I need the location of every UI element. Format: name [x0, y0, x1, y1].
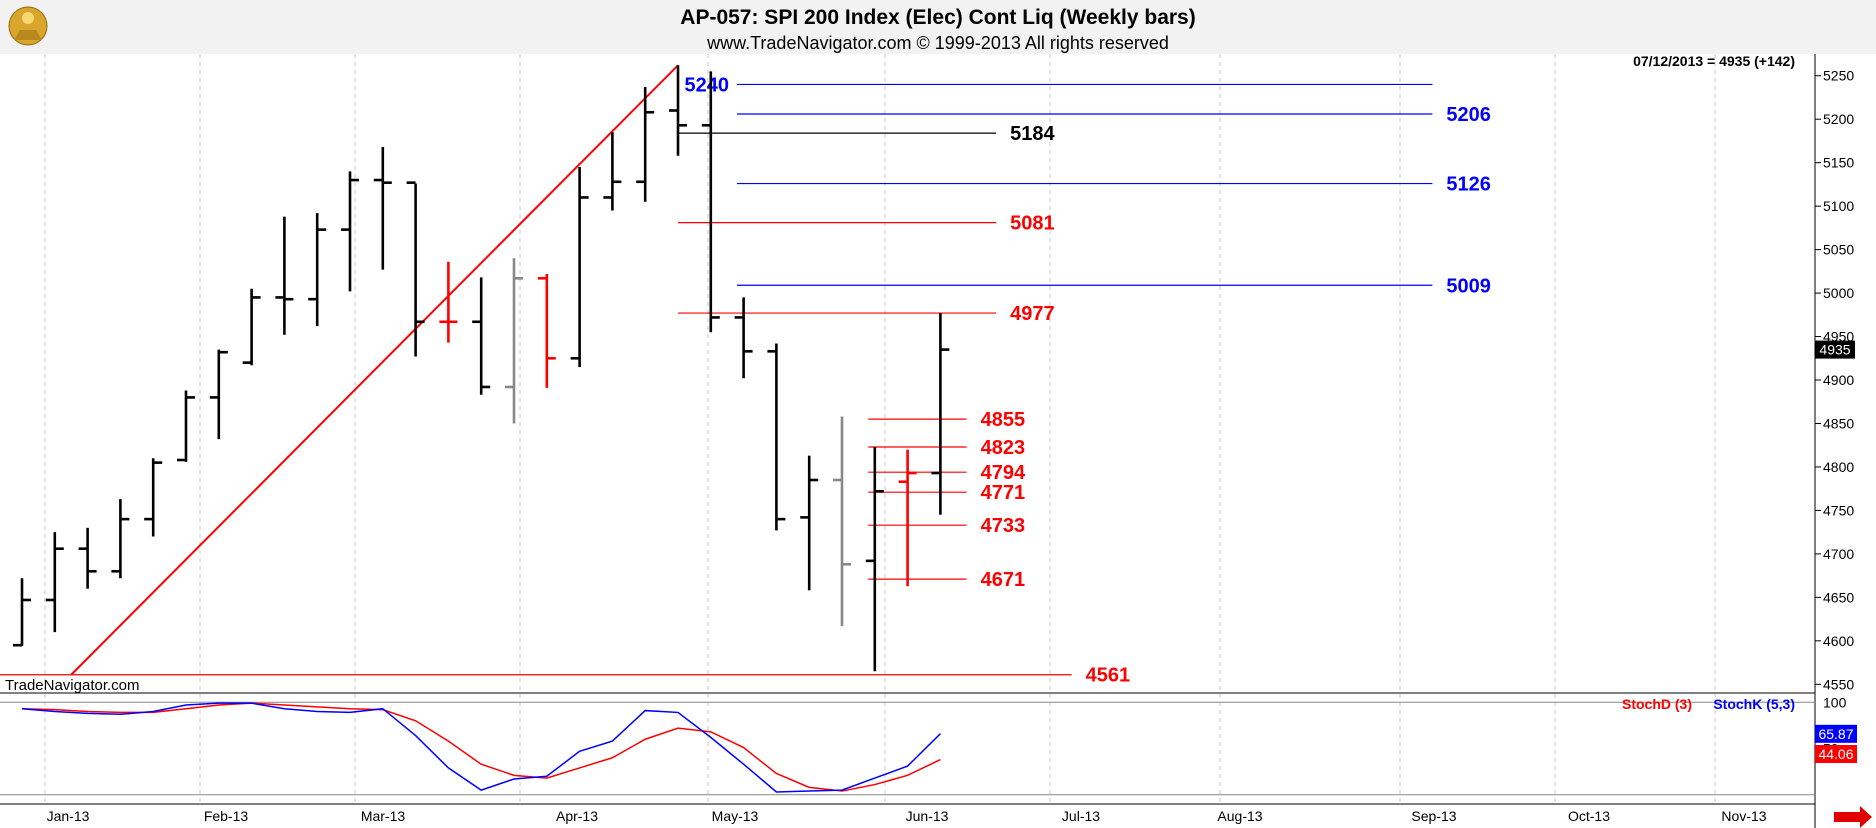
x-tick-label: Feb-13 — [204, 808, 249, 824]
stoch-d-badge — [1815, 744, 1857, 763]
ohlc-bar — [603, 132, 622, 211]
ohlc-bar — [78, 527, 97, 589]
ohlc-bar — [308, 213, 327, 327]
ohlc-bar — [144, 458, 163, 537]
y-tick-label: 5150 — [1823, 155, 1854, 171]
ohlc-bar — [406, 181, 425, 357]
x-tick-label: Mar-13 — [361, 808, 406, 824]
chart-title: AP-057: SPI 200 Index (Elec) Cont Liq (W… — [680, 6, 1195, 29]
level-label: 4671 — [981, 569, 1026, 591]
ohlc-bar — [111, 499, 130, 579]
ohlc-bar — [177, 390, 195, 462]
y-tick-label: 4650 — [1823, 589, 1854, 605]
y-tick-label: 4550 — [1823, 676, 1854, 692]
stoch-k-line — [21, 702, 941, 793]
price-axis: 4550 4600 4650 4700 4750 4800 4850 4900 4950 5000… — [1815, 68, 1854, 692]
ohlc-bar — [373, 147, 392, 270]
x-tick-label: Sep-13 — [1411, 808, 1456, 824]
header-background — [0, 0, 1876, 54]
ohlc-bar — [242, 288, 261, 366]
ohlc-bar — [341, 171, 359, 292]
ohlc-bar — [570, 167, 589, 367]
x-tick-label: Jan-13 — [47, 808, 90, 824]
y-tick-label: 5250 — [1823, 68, 1854, 84]
ohlc-bar — [636, 87, 655, 202]
ohlc-bar — [13, 578, 31, 647]
time-axis: Jan-13 Feb-13 Mar-13 Apr-13 May-13 Jun-13 Jul-… — [47, 808, 1767, 824]
y-tick-label: 4850 — [1823, 415, 1854, 431]
ohlc-bar — [537, 273, 556, 388]
y-tick-label: 5050 — [1823, 242, 1854, 258]
legend-stoch-d: StochD (3) — [1622, 696, 1692, 712]
stoch-k-value: 65.87 — [1818, 726, 1853, 742]
ohlc-bar — [865, 446, 884, 672]
y-tick-label: 5200 — [1823, 111, 1854, 127]
level-label: 5009 — [1446, 275, 1491, 297]
ohlc-bar — [701, 71, 720, 333]
level-label: 4733 — [981, 515, 1026, 537]
trendline-layer — [70, 64, 679, 676]
scroll-right-arrow-icon[interactable] — [1834, 806, 1872, 828]
level-label: 5240 — [685, 74, 730, 96]
x-tick-label: May-13 — [712, 808, 759, 824]
current-price-label: 4935 — [1819, 342, 1850, 358]
level-label: 4855 — [981, 409, 1026, 431]
y-tick-label: 4700 — [1823, 546, 1854, 562]
level-label: 5206 — [1446, 104, 1491, 126]
ohlc-bar — [800, 455, 819, 591]
ohlc-bar — [505, 258, 523, 424]
y-tick-label: 4950 — [1823, 329, 1854, 345]
y-tick-label: 5100 — [1823, 198, 1854, 214]
logo-icon — [8, 6, 48, 46]
ohlc-bar — [734, 297, 753, 379]
vertical-grid — [44, 54, 1716, 804]
level-label: 4771 — [981, 482, 1026, 504]
x-tick-label: Nov-13 — [1721, 808, 1766, 824]
level-lines: 5240 5206 5184 5126 5081 5009 4977 4855 4823 4794… — [0, 74, 1491, 687]
watermark-text: TradeNavigator.com — [5, 677, 140, 694]
ohlc-bar — [931, 313, 950, 515]
ohlc-bar — [833, 416, 851, 627]
ohlc-bar — [45, 532, 64, 633]
y-tick-label: 4750 — [1823, 502, 1854, 518]
x-tick-label: Aug-13 — [1217, 808, 1262, 824]
ohlc-bar — [439, 261, 458, 343]
ohlc-bar — [472, 277, 491, 395]
ohlc-bar — [275, 216, 294, 335]
level-label: 4823 — [981, 437, 1026, 459]
stoch-d-line — [21, 702, 941, 792]
x-tick-label: Jun-13 — [906, 808, 949, 824]
y-tick-label: 4900 — [1823, 372, 1854, 388]
y-tick-label: 4600 — [1823, 633, 1854, 649]
legend-stoch-k: StochK (5,3) — [1713, 696, 1795, 712]
level-label: 5081 — [1010, 213, 1054, 235]
price-panel — [0, 54, 1815, 693]
last-price-info: 07/12/2013 = 4935 (+142) — [1633, 53, 1795, 69]
ohlc-bar — [669, 65, 687, 156]
level-label: 4977 — [1010, 303, 1054, 325]
stoch-k-badge — [1815, 724, 1857, 743]
ohlc-bars — [13, 65, 950, 672]
x-tick-label: Apr-13 — [556, 808, 598, 824]
ohlc-bar — [898, 449, 917, 587]
x-tick-label: Jul-13 — [1062, 808, 1100, 824]
level-label: 5184 — [1010, 123, 1055, 145]
copyright-text: www.TradeNavigator.com © 1999-2013 All r… — [706, 33, 1169, 53]
x-tick-label: Oct-13 — [1568, 808, 1610, 824]
ohlc-bar — [209, 349, 228, 440]
current-price-badge: 4935 — [1815, 340, 1855, 359]
stoch-d-value: 44.06 — [1818, 746, 1853, 762]
y-tick-label: 4800 — [1823, 459, 1854, 475]
ohlc-bar — [767, 343, 786, 531]
stoch-tick-label: 100 — [1823, 694, 1847, 710]
level-label: 4561 — [1086, 665, 1131, 687]
trendline — [70, 64, 679, 676]
level-label: 5126 — [1446, 174, 1491, 196]
level-label: 4794 — [981, 462, 1026, 484]
y-tick-label: 5000 — [1823, 285, 1854, 301]
